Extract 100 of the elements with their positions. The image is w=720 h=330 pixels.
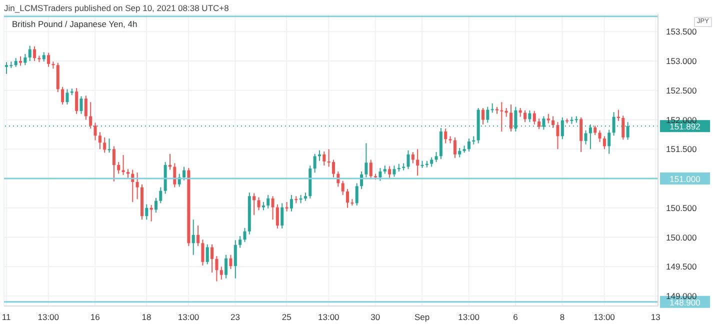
x-tick-label: 13:00	[458, 312, 480, 322]
candlestick	[444, 128, 448, 144]
x-tick-label: 25	[282, 312, 292, 322]
candlestick	[411, 152, 414, 164]
candlestick	[47, 52, 50, 68]
candlestick	[341, 180, 344, 196]
candlestick	[168, 153, 172, 170]
candlestick	[416, 148, 420, 176]
y-tick-label: 151.500	[666, 144, 697, 154]
text: British Pound / Japanese Yen, 4h	[12, 19, 138, 29]
ref-line-label: 151.000	[670, 174, 701, 184]
candlestick	[89, 102, 92, 130]
candlestick	[364, 142, 368, 178]
candlestick	[280, 202, 284, 229]
text: Jin_LCMSTraders published on Sep 10, 2021 08:38 UTC+8	[4, 3, 229, 13]
x-tick-label: 6	[513, 312, 518, 322]
candlestick	[369, 159, 372, 180]
y-tick-label: 150.500	[666, 202, 697, 213]
candlestick	[524, 110, 527, 123]
candlestick	[192, 219, 195, 256]
y-tick-label: 150.000	[666, 232, 697, 242]
candlestick	[594, 125, 597, 136]
candlestick	[238, 236, 242, 248]
candlestick	[290, 194, 293, 212]
candlestick	[24, 53, 27, 66]
candlestick	[538, 118, 541, 130]
candlestick	[126, 168, 130, 180]
candlestick	[243, 227, 246, 242]
x-tick-label: 11	[2, 312, 12, 322]
x-tick-label: 30	[370, 312, 380, 322]
candlestick	[112, 146, 116, 182]
candlestick	[388, 166, 392, 180]
candlestick	[622, 115, 625, 140]
candlestick	[220, 266, 223, 280]
candlestick	[271, 196, 274, 220]
candlestick	[584, 130, 588, 145]
candlestick	[252, 192, 256, 216]
x-tick-label: 18	[142, 312, 152, 322]
x-tick-label: 13:00	[594, 312, 616, 322]
candlestick	[80, 96, 83, 114]
candlestick	[528, 110, 532, 123]
candlestick	[355, 182, 358, 206]
candlestick	[136, 172, 139, 200]
candlestick	[458, 147, 462, 158]
candlestick	[510, 104, 513, 132]
candlestick	[145, 204, 148, 220]
candlestick	[66, 88, 69, 105]
candlestick	[98, 132, 102, 150]
candlestick	[201, 239, 204, 266]
candlestick	[173, 162, 176, 188]
candlestick	[196, 225, 200, 247]
candlestick	[500, 102, 504, 132]
candlestick	[546, 113, 550, 124]
candlestick	[598, 130, 602, 143]
candlestick	[580, 116, 583, 153]
candlestick	[108, 138, 111, 154]
candlestick	[552, 116, 555, 128]
candlestick	[28, 45, 32, 62]
candlestick	[19, 56, 22, 66]
candlestick	[61, 86, 64, 105]
candlestick	[224, 254, 228, 279]
x-tick-label: 13:00	[318, 312, 340, 322]
candlestick	[532, 110, 536, 125]
candlestick	[234, 240, 237, 279]
candlestick	[392, 165, 396, 178]
candlestick	[467, 138, 470, 152]
candlestick	[608, 129, 611, 154]
candlestick	[33, 46, 36, 62]
ref-line-label: 151.892	[670, 122, 701, 132]
candlestick	[206, 244, 209, 265]
x-tick-label: 13:00	[178, 312, 200, 322]
candlestick	[84, 95, 88, 120]
candlestick	[276, 204, 279, 229]
candlestick	[266, 194, 270, 209]
candlestick	[182, 166, 186, 181]
y-tick-label: 153.000	[666, 56, 697, 66]
y-tick-label: 149.500	[666, 262, 697, 272]
candlestick	[346, 188, 350, 208]
candlestick	[602, 136, 606, 150]
candlestick	[257, 196, 260, 211]
candlestick	[75, 88, 78, 114]
candlestick	[103, 136, 106, 154]
candlestick	[434, 152, 438, 163]
candlestick	[378, 167, 382, 182]
candlestick	[453, 136, 456, 158]
candlestick	[215, 256, 218, 282]
candlestick	[430, 156, 434, 168]
candlestick	[94, 122, 97, 141]
y-tick-label: 153.500	[666, 26, 697, 37]
candlestick	[481, 108, 484, 125]
x-tick-label: 13:00	[38, 312, 60, 322]
candlestick	[322, 150, 326, 166]
candlestick	[154, 197, 158, 214]
candlestick	[490, 102, 494, 114]
candlestick	[117, 162, 120, 174]
x-tick-label: 13	[650, 312, 661, 322]
candlestick	[556, 122, 560, 150]
candlestick	[159, 186, 162, 204]
x-tick-label: 16	[90, 312, 100, 322]
candlestick	[210, 244, 214, 274]
